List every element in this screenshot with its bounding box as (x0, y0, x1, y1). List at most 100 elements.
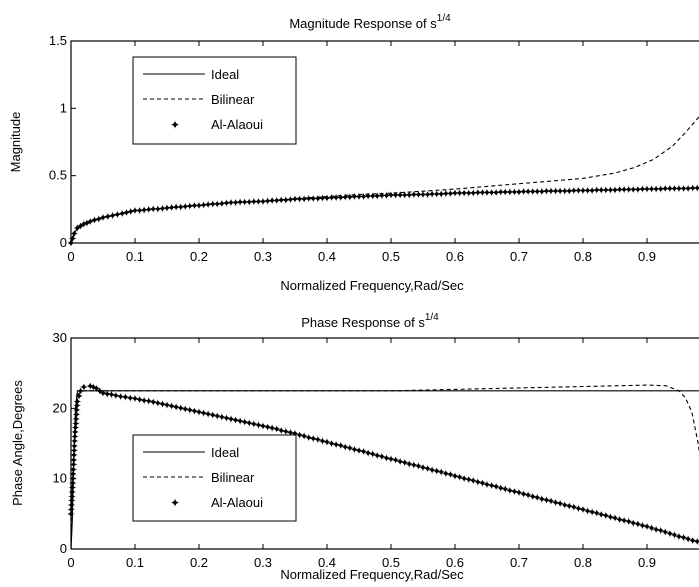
phase-al-alaoui-marker: ✦ (574, 502, 583, 515)
magnitude-al-alaoui-marker: ✦ (597, 184, 606, 197)
phase-al-alaoui-marker: ✦ (345, 442, 354, 455)
magnitude-al-alaoui-marker: ✦ (327, 192, 336, 205)
phase-x-tick-label: 0.6 (446, 555, 464, 570)
phase-al-alaoui-marker: ✦ (533, 492, 542, 505)
phase-al-alaoui-marker: ✦ (528, 490, 537, 503)
phase-al-alaoui-marker: ✦ (450, 470, 459, 483)
phase-al-alaoui-marker: ✦ (71, 426, 80, 439)
magnitude-x-tick-label: 0.2 (190, 249, 208, 264)
magnitude-al-alaoui-marker: ✦ (82, 217, 91, 230)
phase-al-alaoui-marker: ✦ (519, 488, 528, 501)
phase-al-alaoui-marker: ✦ (505, 484, 514, 497)
magnitude-al-alaoui-marker: ✦ (684, 182, 693, 195)
magnitude-al-alaoui-marker: ✦ (144, 204, 153, 217)
phase-al-alaoui-marker: ✦ (167, 400, 176, 413)
phase-legend-label-ideal: Ideal (211, 445, 239, 460)
magnitude-al-alaoui-marker: ✦ (492, 186, 501, 199)
phase-al-alaoui-marker: ✦ (67, 490, 76, 503)
magnitude-al-alaoui-marker: ✦ (606, 184, 615, 197)
magnitude-al-alaoui-marker: ✦ (592, 184, 601, 197)
magnitude-series-group: ✦✦✦✦✦✦✦✦✦✦✦✦✦✦✦✦✦✦✦✦✦✦✦✦✦✦✦✦✦✦✦✦✦✦✦✦✦✦✦✦… (66, 116, 699, 250)
phase-al-alaoui-marker: ✦ (72, 400, 81, 413)
phase-x-tick-label: 0.4 (318, 555, 336, 570)
phase-al-alaoui-marker: ✦ (68, 486, 77, 499)
magnitude-al-alaoui-marker: ✦ (185, 200, 194, 213)
phase-al-alaoui-marker: ✦ (208, 409, 217, 422)
phase-al-alaoui-marker: ✦ (89, 381, 98, 394)
phase-al-alaoui-marker: ✦ (68, 477, 77, 490)
magnitude-al-alaoui-marker: ✦ (396, 189, 405, 202)
phase-al-alaoui-marker: ✦ (414, 460, 423, 473)
phase-legend-label-bilinear: Bilinear (211, 470, 255, 485)
phase-al-alaoui-marker: ✦ (565, 500, 574, 513)
magnitude-series-al-alaoui: ✦✦✦✦✦✦✦✦✦✦✦✦✦✦✦✦✦✦✦✦✦✦✦✦✦✦✦✦✦✦✦✦✦✦✦✦✦✦✦✦… (66, 182, 699, 250)
phase-al-alaoui-marker: ✦ (318, 435, 327, 448)
magnitude-al-alaoui-marker: ✦ (68, 232, 77, 245)
phase-al-alaoui-marker: ✦ (359, 446, 368, 459)
magnitude-al-alaoui-marker: ✦ (496, 186, 505, 199)
phase-al-alaoui-marker: ✦ (68, 481, 77, 494)
phase-al-alaoui-marker: ✦ (69, 454, 78, 467)
magnitude-al-alaoui-marker: ✦ (341, 191, 350, 204)
magnitude-legend-label-bilinear: Bilinear (211, 92, 255, 107)
magnitude-al-alaoui-marker: ✦ (656, 183, 665, 196)
magnitude-al-alaoui-marker: ✦ (313, 192, 322, 205)
magnitude-al-alaoui-marker: ✦ (615, 184, 624, 197)
phase-al-alaoui-marker: ✦ (79, 381, 88, 394)
phase-al-alaoui-marker: ✦ (693, 536, 699, 549)
phase-al-alaoui-marker: ✦ (204, 408, 213, 421)
phase-al-alaoui-marker: ✦ (647, 522, 656, 535)
phase-al-alaoui-marker: ✦ (190, 405, 199, 418)
phase-al-alaoui-marker: ✦ (309, 432, 318, 445)
phase-al-alaoui-marker: ✦ (66, 508, 75, 521)
magnitude-al-alaoui-marker: ✦ (126, 206, 135, 219)
magnitude-al-alaoui-marker: ✦ (336, 191, 345, 204)
phase-chart: Phase Response of s1/4 0 0.1 0.2 0.3 0.4 0.5 0… (10, 312, 699, 582)
phase-al-alaoui-marker: ✦ (478, 477, 487, 490)
phase-al-alaoui-marker: ✦ (194, 406, 203, 419)
magnitude-al-alaoui-marker: ✦ (66, 237, 75, 250)
phase-al-alaoui-marker: ✦ (418, 461, 427, 474)
magnitude-al-alaoui-marker: ✦ (510, 186, 519, 199)
magnitude-al-alaoui-marker: ✦ (208, 198, 217, 211)
magnitude-x-tick-label: 0.8 (574, 249, 592, 264)
magnitude-al-alaoui-marker: ✦ (670, 183, 679, 196)
magnitude-al-alaoui-marker: ✦ (103, 210, 112, 223)
magnitude-al-alaoui-marker: ✦ (258, 195, 267, 208)
phase-al-alaoui-marker: ✦ (217, 411, 226, 424)
magnitude-al-alaoui-marker: ✦ (108, 209, 117, 222)
magnitude-al-alaoui-marker: ✦ (153, 203, 162, 216)
magnitude-al-alaoui-marker: ✦ (556, 185, 565, 198)
phase-al-alaoui-marker: ✦ (487, 479, 496, 492)
phase-al-alaoui-marker: ✦ (606, 511, 615, 524)
phase-al-alaoui-marker: ✦ (638, 519, 647, 532)
magnitude-al-alaoui-marker: ✦ (345, 191, 354, 204)
magnitude-al-alaoui-marker: ✦ (455, 187, 464, 200)
phase-al-alaoui-marker: ✦ (199, 407, 208, 420)
magnitude-al-alaoui-marker: ✦ (322, 192, 331, 205)
phase-x-axis-label: Normalized Frequency,Rad/Sec (280, 567, 464, 582)
phase-x-tick-label: 0.8 (574, 555, 592, 570)
phase-al-alaoui-marker: ✦ (70, 440, 79, 453)
magnitude-al-alaoui-marker: ✦ (167, 202, 176, 215)
phase-al-alaoui-marker: ✦ (354, 445, 363, 458)
magnitude-al-alaoui-marker: ✦ (204, 199, 213, 212)
phase-al-alaoui-marker: ✦ (551, 496, 560, 509)
magnitude-al-alaoui-marker: ✦ (601, 184, 610, 197)
phase-x-tick-label: 0.5 (382, 555, 400, 570)
phase-al-alaoui-marker: ✦ (72, 404, 81, 417)
magnitude-al-alaoui-marker: ✦ (446, 187, 455, 200)
phase-al-alaoui-marker: ✦ (514, 487, 523, 500)
phase-al-alaoui-marker: ✦ (332, 439, 341, 452)
phase-x-tick-label: 0.1 (126, 555, 144, 570)
phase-al-alaoui-marker: ✦ (642, 520, 651, 533)
magnitude-al-alaoui-marker: ✦ (217, 197, 226, 210)
magnitude-al-alaoui-marker: ✦ (281, 194, 290, 207)
phase-al-alaoui-marker: ✦ (684, 533, 693, 546)
phase-al-alaoui-marker: ✦ (441, 467, 450, 480)
phase-al-alaoui-marker: ✦ (409, 459, 418, 472)
magnitude-al-alaoui-marker: ✦ (149, 203, 158, 216)
magnitude-al-alaoui-marker: ✦ (79, 218, 88, 231)
